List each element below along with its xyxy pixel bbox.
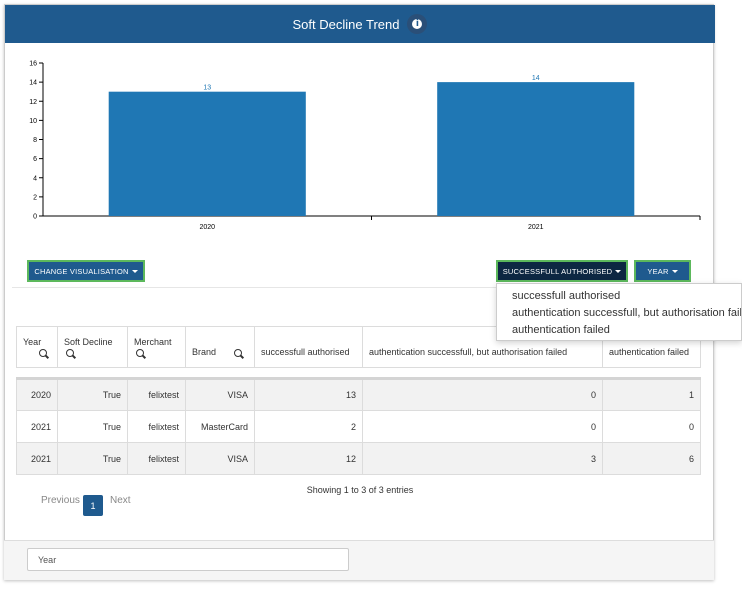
- measure-dropdown-button[interactable]: SUCCESSFULL AUTHORISED: [496, 260, 628, 282]
- cell-merchant: felixtest: [127, 410, 186, 443]
- table-body: 2020 True felixtest VISA 13 0 1 2021 Tru…: [16, 377, 701, 475]
- dropdown-option-auth-success-authorisation-failed[interactable]: authentication successfull, but authoris…: [512, 307, 741, 319]
- cell-successfull-authorised: 2: [254, 410, 363, 443]
- cell-auth-success-authorisation-failed: 3: [362, 442, 603, 475]
- cell-auth-success-authorisation-failed: 0: [362, 410, 603, 443]
- bar-chart: 0 2 4 6 8 10 12 14 16 2020 2021 13 14: [29, 61, 701, 231]
- cell-soft-decline: True: [57, 410, 128, 443]
- column-header-soft-decline[interactable]: Soft Decline: [57, 326, 128, 368]
- y-tick-label: 2: [33, 194, 37, 201]
- dropdown-option-authentication-failed[interactable]: authentication failed: [512, 324, 610, 336]
- cell-soft-decline: True: [57, 377, 128, 411]
- next-page-button[interactable]: Next: [110, 495, 131, 506]
- info-icon[interactable]: i: [407, 14, 428, 34]
- table-info: Showing 1 to 3 of 3 entries: [306, 485, 414, 495]
- y-axis: 0 2 4 6 8 10 12 14 16: [29, 61, 44, 221]
- y-tick-label: 0: [33, 214, 37, 221]
- cell-merchant: felixtest: [127, 442, 186, 475]
- y-tick-label: 16: [29, 61, 37, 68]
- cell-authentication-failed: 1: [602, 377, 701, 411]
- page-title: Soft Decline Trend: [292, 16, 400, 32]
- bar-2021: [437, 82, 635, 216]
- panel-header: Soft Decline Trend i: [5, 5, 715, 43]
- cell-merchant: felixtest: [127, 377, 186, 411]
- y-tick-label: 10: [29, 118, 37, 125]
- table-row[interactable]: 2020 True felixtest VISA 13 0 1: [16, 377, 701, 411]
- search-icon[interactable]: [136, 348, 144, 357]
- x-tick-label-2021: 2021: [528, 224, 544, 231]
- caret-down-icon: [131, 269, 138, 273]
- search-icon[interactable]: [66, 348, 74, 357]
- cell-year: 2020: [16, 377, 58, 411]
- table-header: Year Soft Decline Merchant Brand success…: [16, 326, 701, 368]
- year-filter-input[interactable]: Year: [27, 548, 349, 571]
- column-header-brand[interactable]: Brand: [185, 326, 255, 368]
- year-dropdown-button[interactable]: YEAR: [634, 260, 691, 282]
- dropdown-option-successfull-authorised[interactable]: successfull authorised: [512, 290, 621, 302]
- cell-soft-decline: True: [57, 442, 128, 475]
- cell-authentication-failed: 6: [602, 442, 701, 475]
- y-tick-label: 14: [29, 80, 37, 87]
- column-header-successfull-authorised[interactable]: successfull authorised: [254, 326, 363, 368]
- x-tick-label-2020: 2020: [199, 224, 215, 231]
- search-icon[interactable]: [234, 348, 243, 357]
- search-icon[interactable]: [39, 348, 47, 357]
- cell-successfull-authorised: 13: [254, 377, 363, 411]
- bars: 13 14: [108, 75, 635, 216]
- data-label-2020: 13: [203, 85, 211, 92]
- column-header-merchant[interactable]: Merchant: [127, 326, 186, 368]
- cell-brand: MasterCard: [185, 410, 255, 443]
- cell-successfull-authorised: 12: [254, 442, 363, 475]
- y-tick-label: 4: [33, 175, 37, 182]
- caret-down-icon: [671, 269, 678, 273]
- table-row[interactable]: 2021 True felixtest MasterCard 2 0 0: [16, 410, 701, 443]
- cell-year: 2021: [16, 410, 58, 443]
- table-row[interactable]: 2021 True felixtest VISA 12 3 6: [16, 442, 701, 475]
- previous-page-button[interactable]: Previous: [41, 495, 80, 506]
- measure-dropdown-menu: successfull authorised authentication su…: [496, 283, 742, 341]
- caret-down-icon: [615, 269, 622, 273]
- x-axis: 2020 2021: [43, 215, 701, 231]
- page-1-button[interactable]: 1: [83, 495, 103, 516]
- divider: [12, 287, 695, 288]
- cell-auth-success-authorisation-failed: 0: [362, 377, 603, 411]
- y-tick-label: 6: [33, 156, 37, 163]
- column-header-year[interactable]: Year: [16, 326, 58, 368]
- cell-brand: VISA: [185, 377, 255, 411]
- data-label-2021: 14: [532, 75, 540, 82]
- cell-year: 2021: [16, 442, 58, 475]
- cell-brand: VISA: [185, 442, 255, 475]
- y-tick-label: 8: [33, 137, 37, 144]
- cell-authentication-failed: 0: [602, 410, 701, 443]
- bar-2020: [108, 91, 306, 216]
- change-visualisation-button[interactable]: CHANGE VISUALISATION: [27, 260, 145, 282]
- y-tick-label: 12: [29, 99, 37, 106]
